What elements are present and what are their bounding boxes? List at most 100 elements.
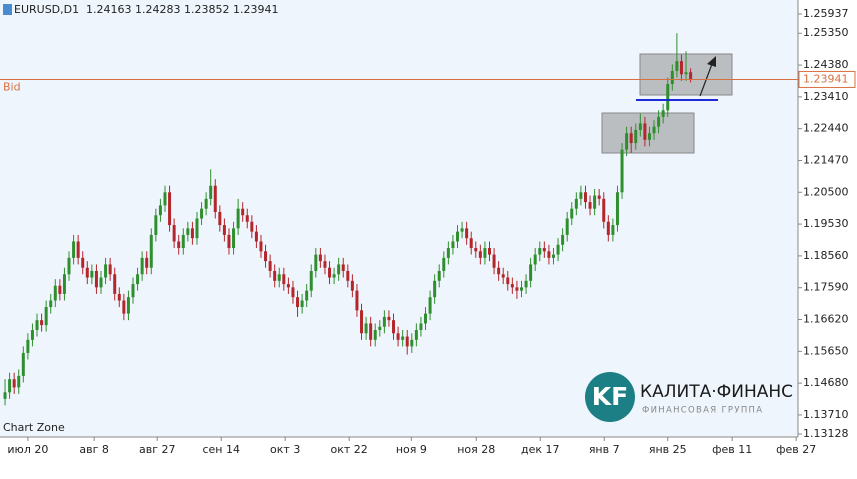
candle-body <box>593 195 597 209</box>
x-tick-label: ноя 28 <box>457 443 495 456</box>
candle-body <box>606 221 610 235</box>
candle-body <box>469 238 473 249</box>
trend-arrow <box>699 63 713 97</box>
candle-body <box>62 274 66 294</box>
highlight-box <box>601 112 695 154</box>
candle-body <box>355 290 359 311</box>
arrow-head <box>707 56 716 67</box>
candle-body <box>401 336 405 340</box>
y-tick-label: 1.13128 <box>803 427 849 440</box>
candle-body <box>689 72 693 80</box>
candle-body <box>392 320 396 334</box>
candle-body <box>446 248 450 258</box>
candle-body <box>250 221 254 232</box>
candle-body <box>300 300 304 308</box>
x-tick-label: дек 17 <box>521 443 560 456</box>
candle-body <box>200 208 204 219</box>
x-tick-label: фев 27 <box>776 443 816 456</box>
candle-body <box>442 257 446 271</box>
candle-body <box>424 313 428 324</box>
candle-body <box>204 198 208 209</box>
candle-body <box>222 225 226 235</box>
candle-body <box>17 375 21 388</box>
candle-body <box>85 267 89 278</box>
candle-body <box>131 284 135 298</box>
candle-body <box>460 228 464 232</box>
candle-body <box>213 185 217 212</box>
y-tick-label: 1.20500 <box>803 185 849 198</box>
y-tick-label: 1.18560 <box>803 249 849 262</box>
candle-body <box>186 228 190 235</box>
candle-body <box>638 123 642 130</box>
candle-body <box>542 248 546 252</box>
candle-body <box>405 336 409 347</box>
candle-body <box>254 231 258 242</box>
candle-body <box>675 61 679 71</box>
candle-body <box>277 274 281 281</box>
candle-body <box>643 123 647 140</box>
candle-body <box>195 218 199 239</box>
candle-body <box>510 284 514 288</box>
candle-body <box>551 254 555 258</box>
candle-body <box>478 251 482 258</box>
logo-name: КАЛИТА·ФИНАНС <box>640 382 793 402</box>
candle-body <box>154 215 158 235</box>
candle-body <box>396 333 400 340</box>
candle-body <box>337 264 341 275</box>
candle-body <box>652 126 656 134</box>
candle-body <box>241 208 245 216</box>
x-tick-label: окт 22 <box>331 443 368 456</box>
candle-body <box>236 208 240 229</box>
candle-body <box>264 251 268 262</box>
candle-body <box>583 192 587 203</box>
candle-body <box>670 70 674 85</box>
x-tick-label: авг 8 <box>79 443 109 456</box>
logo-mark: KF <box>592 382 628 411</box>
x-tick-label: ноя 9 <box>396 443 427 456</box>
candle-body <box>181 234 185 249</box>
candle-body <box>67 257 71 275</box>
candle-body <box>40 320 44 326</box>
candle-body <box>666 84 670 111</box>
candle-body <box>556 244 560 255</box>
candle-body <box>419 323 423 331</box>
candle-body <box>245 215 249 222</box>
candle-body <box>21 352 25 376</box>
candle-body <box>172 225 176 242</box>
candle-body <box>579 192 583 199</box>
candle-body <box>291 287 295 298</box>
candle-body <box>286 284 290 288</box>
x-tick-label: окт 3 <box>270 443 300 456</box>
candle-body <box>378 326 382 331</box>
candle-body <box>140 257 144 275</box>
x-tick-label: фев 11 <box>712 443 752 456</box>
candle-body <box>519 287 523 291</box>
candle-body <box>506 277 510 285</box>
candle-body <box>684 72 688 75</box>
candle-body <box>108 264 112 275</box>
candle-body <box>122 300 126 314</box>
candle-body <box>350 280 354 291</box>
candle-body <box>318 254 322 262</box>
candle-body <box>158 205 162 216</box>
bid-price-tag <box>798 70 856 88</box>
candles <box>3 33 693 406</box>
candle-body <box>387 316 391 321</box>
x-tick-label: янв 25 <box>649 443 687 456</box>
candle-body <box>26 339 30 353</box>
candle-body <box>44 307 48 326</box>
candle-body <box>35 320 39 331</box>
candle-body <box>305 290 309 301</box>
logo-icon <box>585 372 635 422</box>
candle-body <box>625 133 629 150</box>
candle-body <box>177 241 181 249</box>
candle-body <box>483 248 487 258</box>
candle-body <box>538 248 542 255</box>
candle-body <box>314 254 318 271</box>
x-tick-label: авг 27 <box>139 443 176 456</box>
candle-body <box>561 234 565 245</box>
candle-body <box>282 274 286 285</box>
candle-body <box>497 267 501 275</box>
candle-body <box>259 241 263 252</box>
candle-body <box>492 254 496 268</box>
